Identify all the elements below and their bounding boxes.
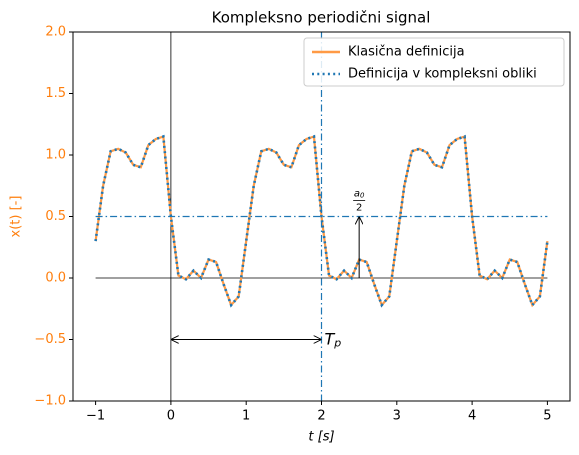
mean-label-denominator: 2 — [356, 203, 362, 214]
y-tick-label: 1.0 — [45, 148, 66, 163]
x-tick-label: 1 — [242, 409, 250, 424]
chart-title: Kompleksno periodični signal — [212, 9, 431, 27]
period-label-main: T — [325, 329, 336, 348]
mean-label-numerator: a0 — [354, 189, 365, 200]
mean-label-num-base: a — [354, 189, 360, 200]
legend-label: Klasična definicija — [348, 45, 465, 60]
y-tick-label: 0.0 — [45, 271, 66, 286]
x-tick-label: 5 — [543, 409, 551, 424]
legend-label: Definicija v kompleksni obliki — [348, 67, 537, 82]
y-tick-label: 1.5 — [45, 86, 66, 101]
x-tick-label: 4 — [468, 409, 476, 424]
plot-frame — [72, 31, 571, 402]
x-axis-label: t [s] — [308, 430, 334, 445]
y-tick-label: 0.5 — [45, 209, 66, 224]
y-tick-label: −0.5 — [34, 332, 66, 347]
x-tick-label: −1 — [86, 409, 105, 424]
x-tick-label: 2 — [317, 409, 325, 424]
period-label: Tp — [325, 329, 342, 350]
x-tick-label: 0 — [167, 409, 175, 424]
legend-box — [303, 37, 565, 87]
y-tick-label: 2.0 — [45, 25, 66, 40]
period-label-sub: p — [333, 337, 341, 350]
x-tick-label: 3 — [393, 409, 401, 424]
y-axis-label: x(t) [-] — [9, 196, 24, 238]
y-tick-label: −1.0 — [34, 394, 66, 409]
mean-label-num-sub: 0 — [360, 192, 365, 200]
